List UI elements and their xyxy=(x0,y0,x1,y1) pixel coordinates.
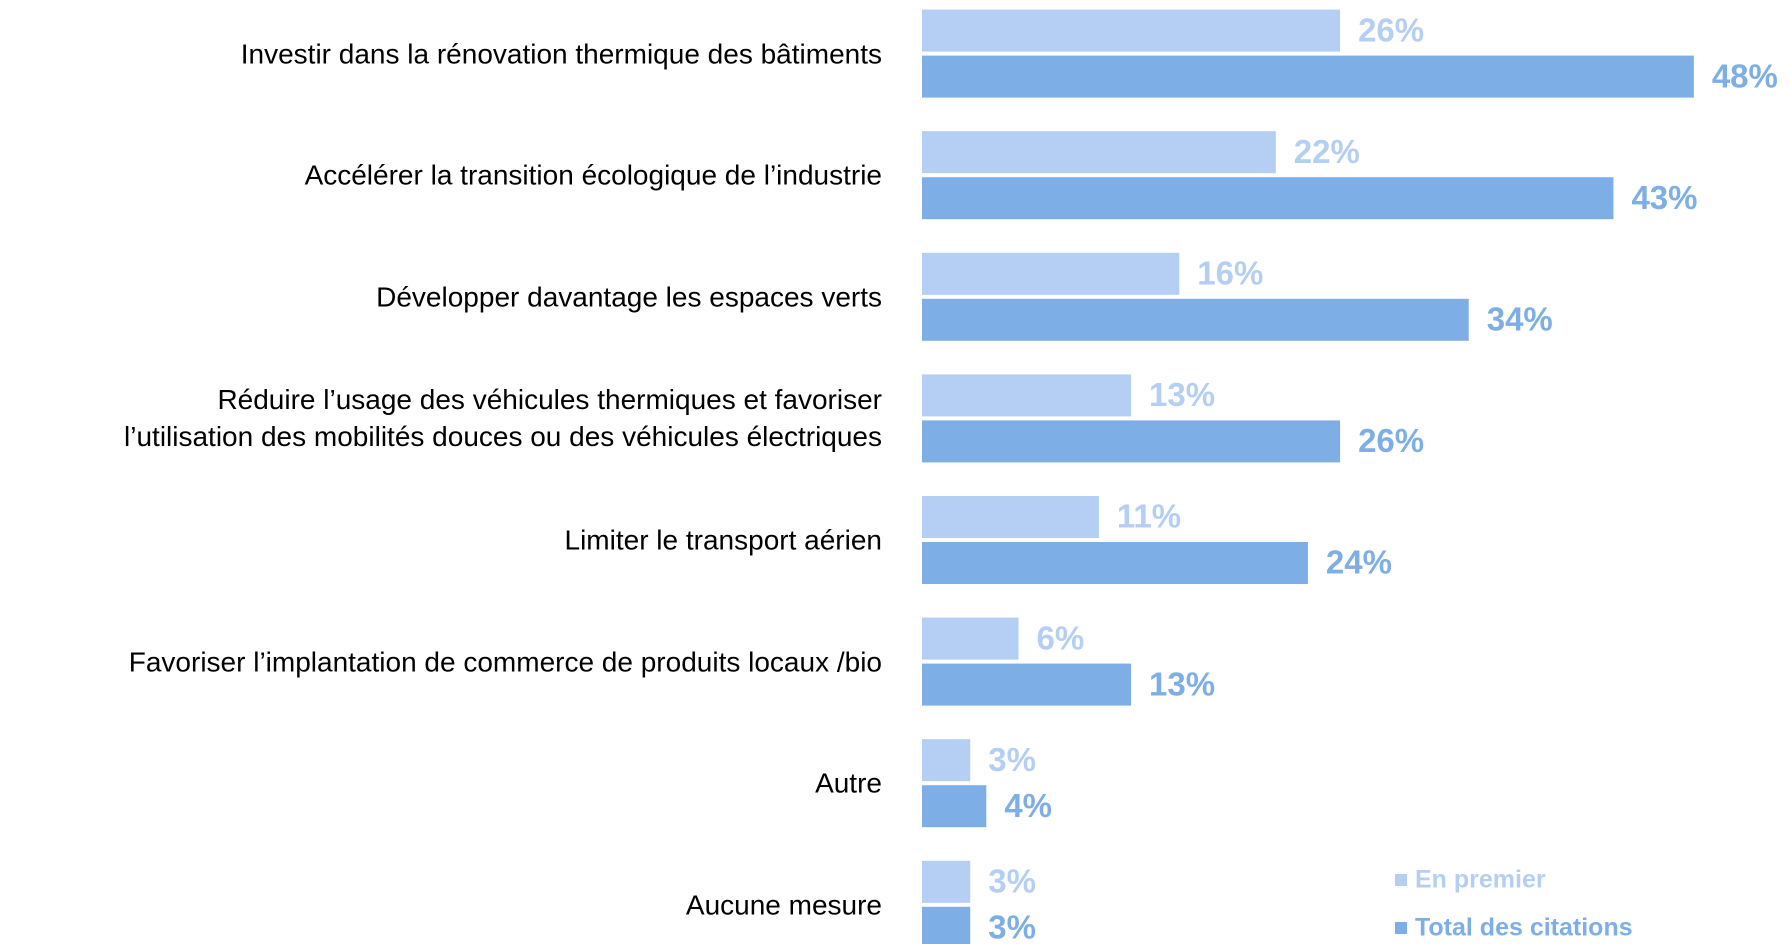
legend-swatch xyxy=(1395,922,1407,934)
category-label: Autre xyxy=(815,767,882,799)
category-label: Aucune mesure xyxy=(685,889,882,921)
bar xyxy=(922,420,1341,463)
value-label: 11% xyxy=(1117,498,1181,535)
value-label: 4% xyxy=(1004,787,1052,824)
value-label: 48% xyxy=(1712,57,1778,94)
value-label: 13% xyxy=(1149,665,1215,702)
category-label: Investir dans la rénovation thermique de… xyxy=(240,38,882,70)
category-label: Accélérer la transition écologique de l’… xyxy=(304,159,882,191)
bar xyxy=(922,374,1132,417)
legend-swatch xyxy=(1395,874,1407,886)
category-label: Favoriser l’implantation de commerce de … xyxy=(128,646,882,678)
bar xyxy=(922,177,1614,220)
bar xyxy=(922,298,1469,341)
bar xyxy=(922,542,1308,584)
bar xyxy=(922,131,1276,174)
bar xyxy=(922,496,1099,538)
bar xyxy=(922,860,971,903)
bar xyxy=(922,617,1019,660)
value-label: 16% xyxy=(1197,255,1263,292)
value-label: 26% xyxy=(1358,11,1424,48)
bar xyxy=(922,9,1341,52)
value-label: 3% xyxy=(988,863,1036,900)
legend-label: En premier xyxy=(1415,866,1546,894)
category-label: Réduire l’usage des véhicules thermiques… xyxy=(124,384,882,453)
bar xyxy=(922,906,971,944)
category-label: Limiter le transport aérien xyxy=(564,524,882,556)
value-label: 22% xyxy=(1294,133,1360,170)
value-label: 6% xyxy=(1036,619,1084,656)
bar xyxy=(922,663,1132,706)
bar xyxy=(922,739,971,782)
legend-label: Total des citations xyxy=(1415,914,1633,942)
value-label: 3% xyxy=(988,909,1036,944)
value-label: 24% xyxy=(1326,544,1392,581)
value-label: 26% xyxy=(1358,422,1424,459)
value-label: 13% xyxy=(1149,376,1215,413)
bar xyxy=(922,252,1180,295)
category-label: Développer davantage les espaces verts xyxy=(376,281,882,313)
bar xyxy=(922,55,1694,98)
value-label: 43% xyxy=(1631,179,1697,216)
value-label: 3% xyxy=(988,741,1036,778)
value-label: 34% xyxy=(1487,301,1553,338)
bar xyxy=(922,785,987,828)
